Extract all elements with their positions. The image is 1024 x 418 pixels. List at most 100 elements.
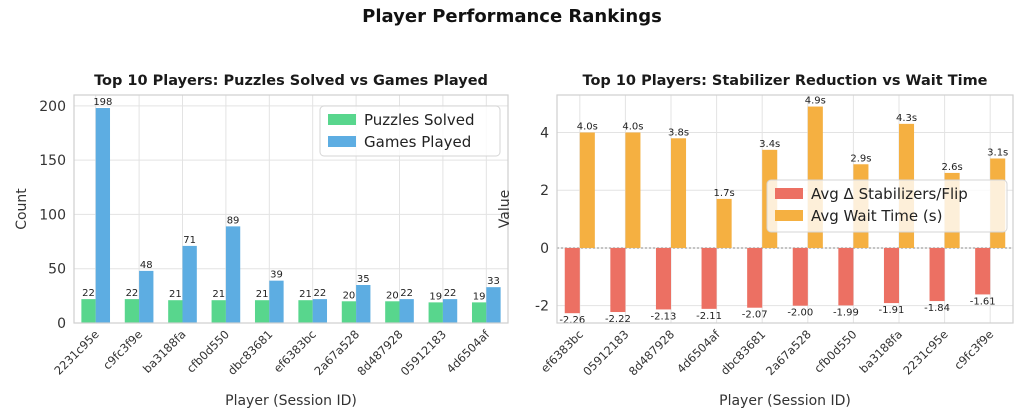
bar [792, 247, 808, 306]
legend-entry: Puzzles Solved [364, 111, 475, 129]
y-tick-label: 0 [57, 316, 66, 332]
chart-title: Top 10 Players: Puzzles Solved vs Games … [94, 73, 488, 89]
y-tick-label: 200 [39, 99, 66, 115]
legend-entry: Avg Wait Time (s) [811, 207, 942, 225]
x-tick-label: 2231c95e [900, 327, 950, 377]
bar [399, 299, 414, 323]
bar [95, 108, 111, 324]
x-tick-label: 4d6504af [674, 327, 723, 376]
x-axis-label: Player (Session ID) [225, 393, 357, 409]
y-axis-label: Count [14, 188, 30, 230]
chart-title: Top 10 Players: Stabilizer Reduction vs … [582, 73, 987, 89]
y-tick-label: 150 [39, 153, 66, 169]
bar [139, 270, 154, 323]
x-tick-label: ba3188fa [140, 327, 189, 376]
data-label: 19 [429, 291, 442, 302]
data-label: 39 [270, 270, 283, 281]
bar [838, 247, 854, 306]
legend-swatch [775, 188, 803, 199]
data-label: 22 [313, 288, 326, 299]
legend-box [766, 179, 1008, 233]
data-label: -2.00 [787, 308, 813, 319]
data-label: 2.9s [850, 153, 871, 164]
y-tick-label: 0 [540, 241, 549, 257]
x-tick-label: 2a67a528 [311, 327, 362, 378]
x-tick-label: dbc83681 [225, 327, 276, 378]
data-label: 20 [386, 290, 399, 301]
bar [269, 280, 284, 323]
x-tick-label: 05912183 [580, 327, 631, 378]
data-label: 20 [343, 290, 356, 301]
data-label: -1.84 [924, 303, 950, 314]
legend-swatch [328, 114, 356, 125]
data-label: 3.8s [668, 127, 689, 138]
x-tick-label: c9fc3f9e [951, 327, 996, 372]
y-tick-label: -2 [535, 299, 549, 315]
data-label: 4.0s [622, 122, 643, 133]
data-label: 2.6s [942, 162, 963, 173]
y-tick-label: 4 [540, 126, 549, 142]
bar [610, 247, 626, 313]
data-label: 3.1s [987, 147, 1008, 158]
bar [428, 302, 443, 323]
data-label: 22 [444, 288, 457, 299]
x-tick-label: cfb0d550 [811, 327, 859, 375]
x-tick-label: 2a67a528 [763, 327, 814, 378]
data-label: -1.91 [879, 305, 905, 316]
bar [356, 285, 371, 323]
legend-swatch [775, 210, 803, 221]
data-label: 71 [183, 235, 196, 246]
data-label: -2.26 [559, 315, 585, 326]
plot-frame [556, 94, 1014, 324]
legend-entry: Avg Δ Stabilizers/Flip [811, 185, 968, 203]
x-tick-label: ef6383bc [538, 327, 586, 375]
bar [701, 247, 717, 309]
data-label: 22 [126, 288, 139, 299]
y-tick-label: 50 [48, 262, 66, 278]
plot-frame [73, 94, 509, 324]
bar [883, 247, 899, 304]
data-label: 21 [212, 289, 225, 300]
data-label: 33 [487, 276, 500, 287]
bar [385, 301, 400, 323]
bar [312, 299, 328, 323]
data-label: 22 [82, 288, 95, 299]
figure-title: Player Performance Rankings [362, 6, 662, 27]
data-label: -2.13 [651, 311, 677, 322]
bar [442, 299, 458, 323]
bar [81, 299, 96, 323]
bar [168, 300, 183, 323]
x-tick-label: c9fc3f9e [100, 327, 145, 372]
data-label: 89 [227, 215, 240, 226]
data-label: -2.07 [742, 310, 768, 321]
data-label: -1.99 [833, 307, 859, 318]
bar [625, 132, 641, 248]
bar [579, 132, 595, 248]
y-tick-label: 2 [540, 183, 549, 199]
data-label: 22 [400, 288, 413, 299]
data-label: -2.22 [605, 314, 631, 325]
bar [225, 226, 241, 323]
data-label: 3.4s [759, 139, 780, 150]
bar [564, 247, 580, 314]
bar [341, 301, 357, 323]
bar [975, 247, 991, 295]
bar [486, 287, 501, 323]
legend: Puzzles Solved Games Played [319, 105, 501, 157]
bar [211, 300, 226, 323]
bar [254, 300, 270, 323]
data-label: 48 [140, 260, 153, 271]
bar [655, 247, 671, 310]
bar [182, 245, 197, 323]
data-label: 4.0s [577, 122, 598, 133]
bar [929, 247, 945, 302]
bar [671, 138, 687, 248]
bar [124, 299, 140, 323]
legend-box [319, 105, 501, 157]
x-tick-label: ba3188fa [857, 327, 906, 376]
x-axis-label: Player (Session ID) [719, 393, 851, 409]
data-label: -1.61 [970, 296, 996, 307]
